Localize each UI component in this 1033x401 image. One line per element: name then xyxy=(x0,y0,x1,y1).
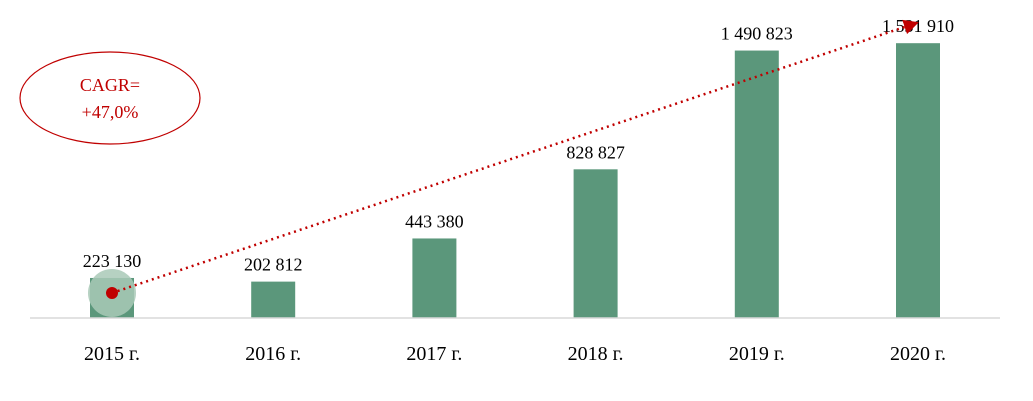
value-label-4: 1 490 823 xyxy=(721,24,793,44)
x-tick-label-3: 2018 г. xyxy=(568,343,624,365)
value-label-3: 828 827 xyxy=(566,142,625,162)
x-tick-labels: 2015 г. 2016 г. 2017 г. 2018 г. 2019 г. 2020 … xyxy=(84,343,946,365)
bar-4 xyxy=(734,50,779,318)
bar-3 xyxy=(573,169,618,318)
cagr-line-2: +47,0% xyxy=(82,102,139,122)
x-tick-label-1: 2016 г. xyxy=(245,343,301,365)
cagr-line-1: CAGR= xyxy=(80,75,140,95)
bar-1 xyxy=(251,281,296,318)
value-label-5: 1 531 910 xyxy=(882,16,954,36)
value-label-1: 202 812 xyxy=(244,255,303,275)
bar-2 xyxy=(412,238,457,318)
cagr-callout: CAGR= +47,0% xyxy=(19,51,201,145)
bar-5 xyxy=(896,43,940,318)
cagr-trend-line xyxy=(111,19,919,295)
x-tick-label-4: 2019 г. xyxy=(729,343,785,365)
x-tick-label-0: 2015 г. xyxy=(84,343,140,365)
value-labels: 223 130 202 812 443 380 828 827 1 490 823 1 5… xyxy=(83,16,954,274)
x-tick-label-5: 2020 г. xyxy=(890,343,946,365)
bars-group xyxy=(90,43,940,318)
cagr-ellipse xyxy=(19,51,201,145)
trend-start-dot xyxy=(106,286,118,299)
value-label-2: 443 380 xyxy=(405,211,464,231)
value-label-0: 223 130 xyxy=(83,251,142,271)
x-tick-label-2: 2017 г. xyxy=(406,343,462,365)
